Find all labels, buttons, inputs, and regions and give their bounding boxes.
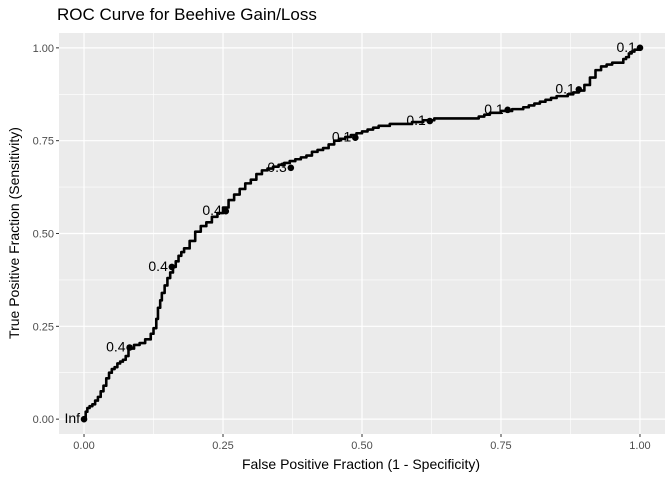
roc-point: [287, 164, 295, 172]
roc-point: [575, 86, 583, 93]
roc-threshold-points: [80, 44, 644, 423]
y-tick-label: 0.50: [33, 229, 54, 241]
x-tick-label: 0.75: [490, 440, 511, 452]
roc-point: [168, 263, 176, 271]
roc-point: [222, 207, 230, 215]
roc-point: [504, 106, 511, 114]
roc-point-label: 0.1: [332, 129, 352, 145]
roc-point: [426, 117, 434, 125]
roc-point: [80, 415, 88, 423]
y-tick-label: 0.75: [33, 136, 54, 148]
chart-title: ROC Curve for Beehive Gain/Loss: [57, 5, 317, 24]
roc-threshold-labels: Inf 0.4 0.4 0.4 0.3 0.1 0.1 0.1 0.1 0.1: [64, 39, 636, 426]
x-tick-label: 0.50: [351, 440, 372, 452]
roc-point: [636, 44, 644, 52]
roc-point-label: 0.1: [484, 101, 504, 117]
roc-point-label: 0.4: [106, 338, 126, 354]
roc-point-label: 0.1: [406, 112, 426, 128]
x-tick-label: 0.25: [212, 440, 233, 452]
y-tick-label: 1.00: [33, 43, 54, 55]
x-tick-label: 1.00: [629, 440, 650, 452]
roc-point-label: 0.4: [148, 258, 168, 274]
y-tick-label: 0.25: [33, 321, 54, 333]
roc-point: [352, 134, 359, 142]
x-axis-title: False Positive Fraction (1 - Specificity…: [242, 456, 480, 472]
y-axis-title: True Positive Fraction (Sensitivity): [6, 127, 22, 339]
y-axis-ticks: 0.00 0.25 0.50 0.75 1.00: [33, 43, 59, 426]
x-axis-ticks: 0.00 0.25 0.50 0.75 1.00: [73, 434, 651, 452]
roc-point-label: 0.4: [202, 202, 222, 218]
roc-point-label: Inf: [64, 410, 80, 426]
roc-point-label: 0.3: [267, 159, 287, 175]
roc-point-label: 0.1: [555, 80, 575, 96]
major-gridlines: [59, 33, 665, 434]
y-tick-label: 0.00: [33, 414, 54, 426]
roc-point-label: 0.1: [617, 39, 637, 55]
x-tick-label: 0.00: [73, 440, 94, 452]
roc-point: [126, 344, 133, 351]
